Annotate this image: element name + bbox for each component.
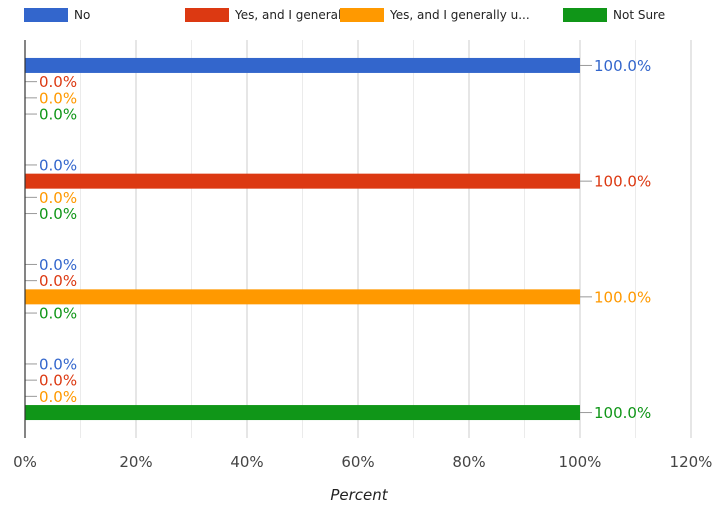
legend-item-not-sure[interactable]: Not Sure [563, 8, 665, 22]
x-tick-label: 120% [670, 453, 713, 471]
data-label: 100.0% [594, 288, 651, 306]
data-label: 0.0% [39, 355, 77, 373]
bar[interactable] [25, 173, 580, 189]
data-label: 0.0% [39, 256, 77, 274]
data-label: 0.0% [39, 372, 77, 390]
gridlines [80, 40, 692, 438]
data-label: 0.0% [39, 106, 77, 124]
legend-swatch-not-sure [563, 8, 607, 22]
legend-item-no[interactable]: No [24, 8, 90, 22]
data-label: 100.0% [594, 404, 651, 422]
legend-swatch-yes-1 [185, 8, 229, 22]
data-label: 0.0% [39, 272, 77, 290]
chart-legend: No Yes, and I generally u... Yes, and I … [0, 8, 718, 28]
data-label: 100.0% [594, 173, 651, 191]
x-tick-label: 60% [341, 453, 374, 471]
data-labels-group: 100.0%0.0%0.0%0.0%0.0%100.0%0.0%0.0%0.0%… [25, 57, 651, 422]
bar[interactable] [25, 405, 580, 421]
data-label: 0.0% [39, 189, 77, 207]
data-label: 0.0% [39, 205, 77, 223]
data-label: 0.0% [39, 388, 77, 406]
legend-swatch-no [24, 8, 68, 22]
legend-item-yes-2[interactable]: Yes, and I generally u... [340, 8, 530, 22]
bar[interactable] [25, 289, 580, 305]
legend-label-no: No [74, 8, 91, 22]
legend-swatch-yes-2 [340, 8, 384, 22]
legend-label-not-sure: Not Sure [613, 8, 666, 22]
data-label: 0.0% [39, 156, 77, 174]
x-tick-label: 20% [119, 453, 152, 471]
legend-label-yes-1: Yes, and I generally u... [235, 8, 375, 22]
data-label: 100.0% [594, 57, 651, 75]
x-tick-label: 40% [230, 453, 263, 471]
x-tick-label: 100% [559, 453, 602, 471]
data-label: 0.0% [39, 305, 77, 323]
x-tick-label: 80% [452, 453, 485, 471]
bars-group [25, 57, 580, 421]
legend-label-yes-2: Yes, and I generally u... [390, 8, 530, 22]
x-tick-label: 0% [13, 453, 37, 471]
x-axis-title: Percent [330, 486, 388, 504]
x-axis: 0% 20% 40% 60% 80% 100% 120% [13, 40, 712, 471]
legend-item-yes-1[interactable]: Yes, and I generally u... [185, 8, 375, 22]
data-label: 0.0% [39, 89, 77, 107]
data-label: 0.0% [39, 73, 77, 91]
bar[interactable] [25, 57, 580, 73]
